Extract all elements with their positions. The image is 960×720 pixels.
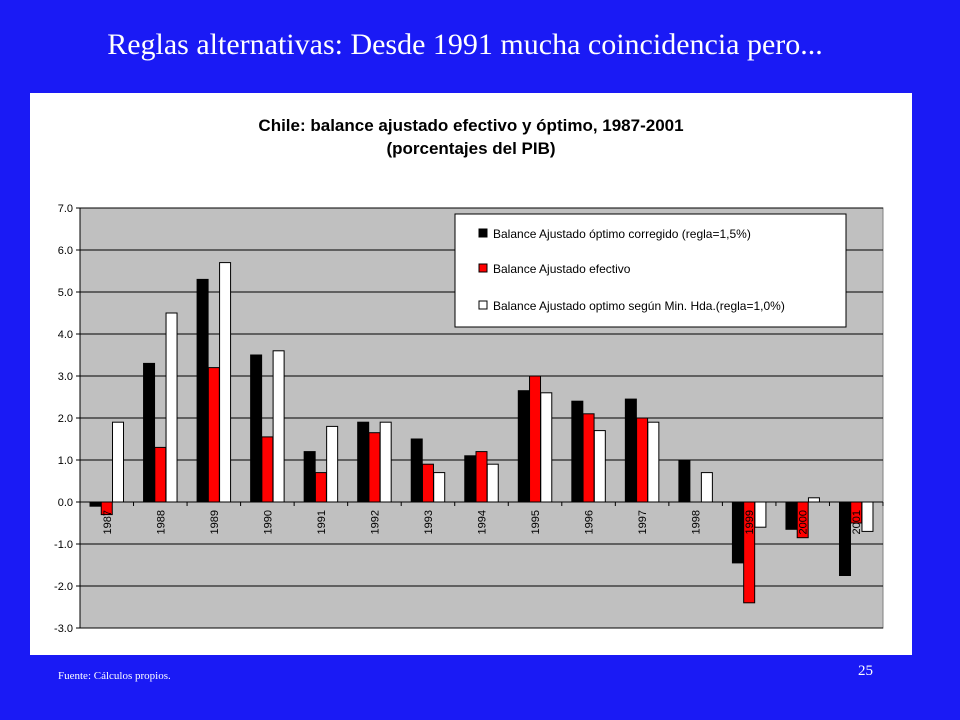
x-tick-label: 1990 [262, 510, 274, 534]
y-tick-label: 2.0 [58, 413, 73, 425]
bar-series-3 [647, 421, 660, 503]
bar-series-1 [250, 354, 263, 503]
x-tick-label: 1995 [530, 510, 542, 534]
x-tick-label: 1993 [423, 510, 435, 534]
x-tick-label: 1997 [637, 510, 649, 534]
chart-title: Chile: balance ajustado efectivo y óptim… [258, 116, 683, 135]
bar-series-3 [486, 463, 499, 503]
source-note: Fuente: Cálculos propios. [58, 670, 171, 682]
y-tick-label: 1.0 [58, 455, 73, 467]
bar-series-1 [678, 459, 691, 503]
bars [89, 262, 874, 604]
legend: Balance Ajustado óptimo corregido (regla… [454, 213, 847, 328]
bar-series-3 [379, 421, 392, 503]
chart-subtitle: (porcentajes del PIB) [386, 139, 555, 158]
y-tick-label: -2.0 [54, 581, 73, 593]
x-tick-label: 1988 [155, 510, 167, 534]
y-tick-label: -3.0 [54, 623, 73, 635]
y-tick-label: 0.0 [58, 497, 73, 509]
bar-series-3 [807, 497, 820, 503]
y-tick-label: 6.0 [58, 245, 73, 257]
y-tick-label: 3.0 [58, 371, 73, 383]
bar-series-2 [529, 375, 542, 503]
x-tick-label: 1998 [691, 510, 703, 534]
bar-series-3 [593, 430, 606, 503]
bar-series-2 [207, 367, 220, 503]
legend-swatch-1 [478, 228, 488, 238]
bar-series-1 [731, 501, 744, 564]
bar-series-2 [261, 436, 274, 503]
legend-label-2: Balance Ajustado efectivo [493, 262, 631, 276]
legend-swatch-3 [478, 300, 488, 310]
bar-series-1 [624, 398, 637, 503]
x-tick-label: 2001 [851, 510, 863, 534]
bar-series-3 [165, 312, 178, 503]
bar-series-1 [196, 278, 209, 503]
x-tick-label: 2000 [798, 510, 810, 534]
bar-series-3 [700, 472, 713, 503]
bar-series-1 [571, 400, 584, 503]
bar-series-1 [303, 451, 316, 503]
legend-box [454, 213, 847, 328]
x-tick-label: 1994 [477, 510, 489, 534]
x-tick-label: 1999 [744, 510, 756, 534]
bar-series-1 [838, 501, 851, 576]
y-tick-label: 4.0 [58, 329, 73, 341]
bar-series-3 [754, 501, 767, 528]
bar-series-2 [421, 463, 434, 503]
legend-label-3: Balance Ajustado optimo según Min. Hda.(… [493, 299, 785, 313]
bar-series-3 [540, 392, 553, 503]
bar-series-3 [433, 472, 446, 503]
bar-series-2 [582, 413, 595, 503]
bar-series-2 [636, 417, 649, 503]
bar-series-2 [154, 446, 167, 503]
bar-series-2 [314, 472, 327, 503]
bar-series-1 [89, 501, 102, 507]
bar-series-1 [143, 362, 156, 503]
x-tick-label: 1996 [584, 510, 596, 534]
axes: -3.0 -2.0 -1.0 0.0 1.0 2.0 3.0 4.0 5.0 6.0 7.0 1987… [54, 203, 884, 635]
bar-series-1 [517, 390, 530, 503]
x-tick-label: 1989 [209, 510, 221, 534]
bar-series-2 [475, 451, 488, 503]
y-tick-label: 5.0 [58, 287, 73, 299]
chart-panel: Chile: balance ajustado efectivo y óptim… [30, 93, 912, 655]
bar-series-1 [357, 421, 370, 503]
bar-series-1 [464, 455, 477, 503]
bar-series-1 [410, 438, 423, 503]
x-tick-label: 1991 [316, 510, 328, 534]
bar-series-3 [112, 421, 125, 503]
x-tick-label: 1992 [369, 510, 381, 534]
bar-series-3 [326, 425, 339, 503]
bar-chart: Chile: balance ajustado efectivo y óptim… [54, 116, 884, 635]
y-tick-label: -1.0 [54, 539, 73, 551]
legend-swatch-2 [478, 263, 488, 273]
bar-series-3 [219, 262, 232, 503]
bar-series-2 [368, 432, 381, 503]
y-tick-label: 7.0 [58, 203, 73, 215]
bar-series-3 [272, 350, 285, 503]
x-tick-label: 1987 [102, 510, 114, 534]
slide-title: Reglas alternativas: Desde 1991 mucha co… [107, 28, 823, 61]
bar-series-3 [861, 501, 874, 532]
bar-series-1 [785, 501, 798, 530]
legend-label-1: Balance Ajustado óptimo corregido (regla… [493, 227, 751, 241]
page-number: 25 [858, 663, 873, 679]
